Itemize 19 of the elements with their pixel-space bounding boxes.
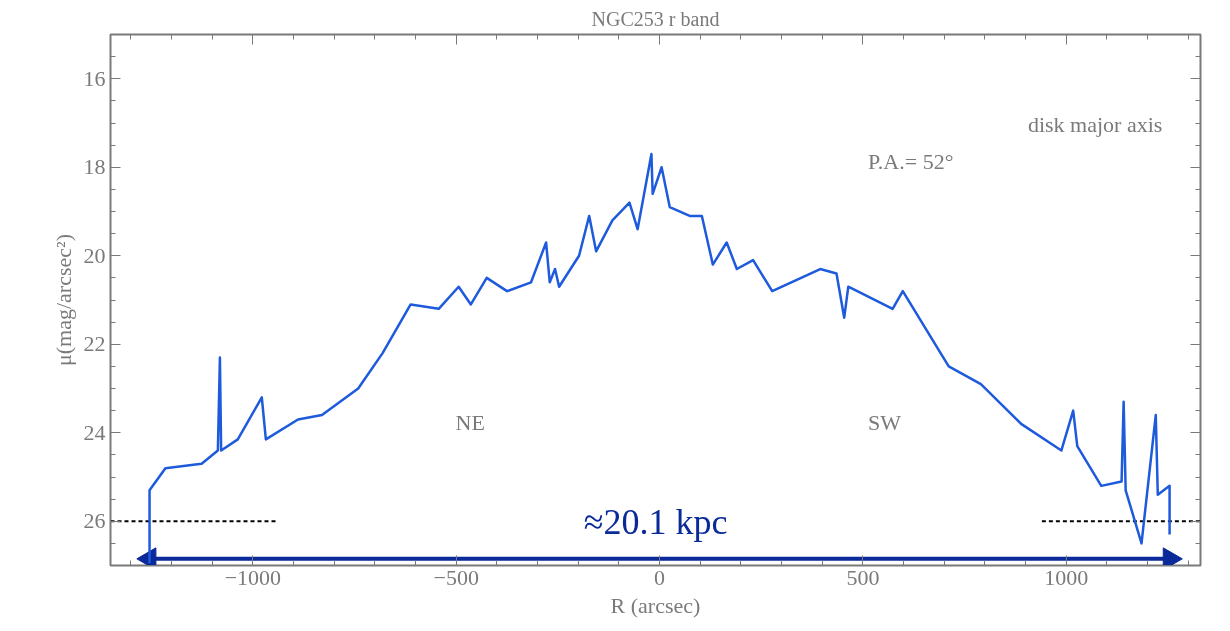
x-tick-label: 0	[654, 564, 666, 590]
x-tick-label: −1000	[224, 564, 282, 590]
y-tick-label: 20	[83, 242, 106, 268]
annotation: disk major axis	[1027, 112, 1163, 138]
annotation: SW	[867, 409, 902, 435]
x-tick-label: 500	[846, 564, 880, 590]
x-tick-label: 1000	[1044, 564, 1089, 590]
y-axis-title: μ(mag/arcsec²)	[50, 234, 76, 366]
x-axis-title: R (arcsec)	[610, 592, 701, 618]
annotation: ≈20.1 kpc	[583, 501, 728, 542]
y-tick-label: 18	[83, 154, 106, 180]
y-tick-label: 24	[83, 419, 106, 445]
y-tick-label: 16	[83, 65, 106, 91]
annotation: P.A.= 52°	[868, 149, 954, 175]
y-tick-label: 22	[83, 331, 106, 357]
annotation: NE	[455, 409, 485, 435]
x-tick-label: −500	[433, 564, 479, 590]
chart-title: NGC253 r band	[591, 7, 720, 30]
y-tick-label: 26	[83, 508, 106, 534]
